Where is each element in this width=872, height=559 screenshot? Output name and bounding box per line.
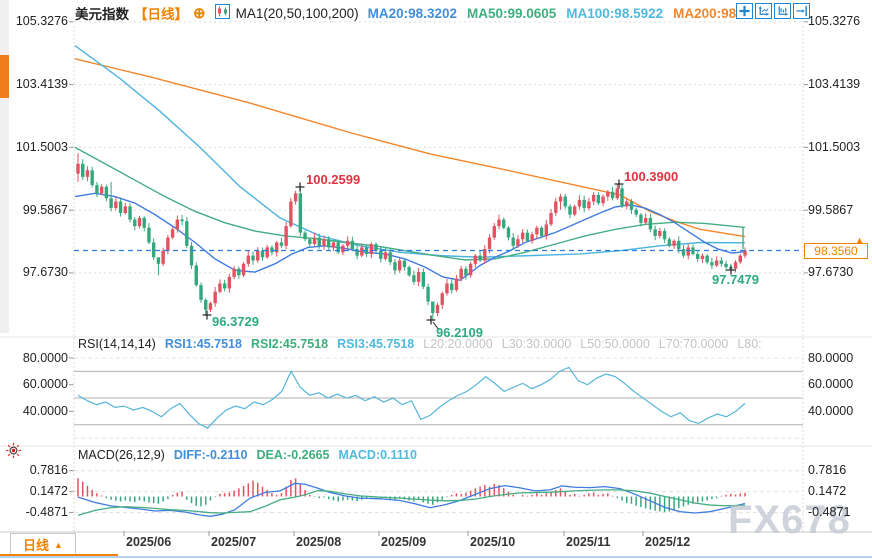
indicator-level-label: L50:50.0000 [580,337,650,351]
rsi-axis-label-left: 80.0000 [22,350,68,365]
x-axis-month-label: 2025/06 [126,535,172,549]
tab-up-arrow-icon: ▲ [54,539,63,550]
period-tag[interactable]: 【日线】 [134,7,188,22]
ma-values: MA20:98.3202 MA50:99.0605 MA100:98.5922 MA2… [368,6,748,21]
x-axis-month-label: 2025/10 [470,535,516,549]
price-up-arrow-icon: ▲ [855,235,864,245]
watermark: FX678 [728,498,851,542]
chart-header: 美元指数 【日线】 ⊕ MA1(20,50,100,200) MA20:98.3… [75,3,747,23]
price-axis-label-right: 105.3276 [808,14,861,29]
tab-active-underline [0,554,118,557]
indicator-level-label: L20:20.0000 [423,337,493,351]
macd-axis-label-left: -0.4871 [25,505,68,520]
ma-value-label[interactable]: MA50:99.0605 [466,5,557,21]
ma-value-label[interactable]: MA100:98.5922 [566,5,664,21]
price-axis-label-right: 101.5003 [808,139,861,154]
price-axis-label-left: 101.5003 [15,139,68,154]
indicator-level-label: L30:30.0000 [501,337,572,351]
x-axis-month-label: 2025/07 [211,535,257,549]
indicator-value-label: DEA:-0.2665 [256,448,330,462]
indicator-value-label: RSI2:45.7518 [250,337,329,351]
axis-scale-icon[interactable] [755,3,772,19]
macd-axis-label-left: 0.1472 [29,484,68,499]
x-axis-month-label: 2025/11 [566,535,611,549]
tab-daily[interactable]: 日线 ▲ [10,533,76,556]
x-axis-month-label: 2025/09 [381,535,427,549]
current-price-badge: 98.3560 ▲ [804,235,868,259]
axis-scale-alt-icon[interactable] [774,3,791,19]
pan-right-icon[interactable] [793,3,810,19]
price-annotation: 100.2599 [306,172,361,187]
rsi-axis-label-left: 60.0000 [22,377,68,392]
price-annotation: 100.3900 [624,169,679,184]
price-annotation: 96.2109 [436,325,483,340]
ma-group-label[interactable]: MA1(20,50,100,200) [235,5,359,21]
rsi-axis-label-right: 80.0000 [808,350,854,365]
chart-type-icon[interactable] [214,4,230,22]
left-scrollbar-thumb[interactable] [0,55,9,98]
left-scrollbar[interactable] [0,0,9,333]
price-axis-label-left: 97.6730 [22,265,68,280]
price-axis-label-right: 97.6730 [808,265,854,280]
indicator-level-label: L80: [737,337,762,351]
macd-axis-label-right: -0.4871 [808,505,851,520]
indicator-value-label: DIFF:-0.2110 [173,448,248,462]
symbol-name: 美元指数 [75,7,129,22]
macd-axis-label-right: 0.7816 [808,463,847,478]
x-axis-month-label: 2025/08 [296,535,342,549]
ma-value-label[interactable]: MA200:98.8 [673,5,748,21]
macd-axis-label-left: 0.7816 [29,463,68,478]
rsi-axis-label-right: 40.0000 [808,403,854,418]
price-axis-label-left: 103.4139 [15,77,68,92]
price-axis-label-left: 99.5867 [22,202,68,217]
rsi-axis-label-left: 40.0000 [22,403,68,418]
indicator-value-label: RSI1:45.7518 [164,337,242,351]
rsi-header: RSI(14,14,14) RSI1:45.7518 RSI2:45.7518 RS… [78,337,762,351]
alert-icon[interactable] [5,442,22,464]
chart-toolbar [736,3,810,19]
rsi-axis-label-right: 60.0000 [808,377,854,392]
price-axis-label-right: 99.5867 [808,202,854,217]
macd-header: MACD(26,12,9) DIFF:-0.2110 DEA:-0.2665 MAC… [78,448,417,462]
x-axis-month-label: 2025/12 [645,535,691,549]
price-annotation: 97.7479 [712,272,759,287]
price-axis-label-right: 103.4139 [808,77,861,92]
macd-title[interactable]: MACD(26,12,9) [78,448,165,462]
window-bottom-border [0,556,872,558]
tab-daily-label: 日线 [23,538,50,553]
ma-value-label[interactable]: MA20:98.3202 [367,5,457,21]
crosshair-icon[interactable] [736,3,753,19]
macd-axis-label-right: 0.1472 [808,484,847,499]
indicator-level-label: L70:70.0000 [658,337,729,351]
indicator-value-label: MACD:0.1110 [338,448,417,462]
price-axis-label-left: 105.3276 [15,14,68,29]
add-indicator-icon[interactable]: ⊕ [193,5,206,22]
price-annotation: 96.3729 [212,314,259,329]
rsi-title[interactable]: RSI(14,14,14) [78,337,156,351]
indicator-value-label: RSI3:45.7518 [337,337,415,351]
